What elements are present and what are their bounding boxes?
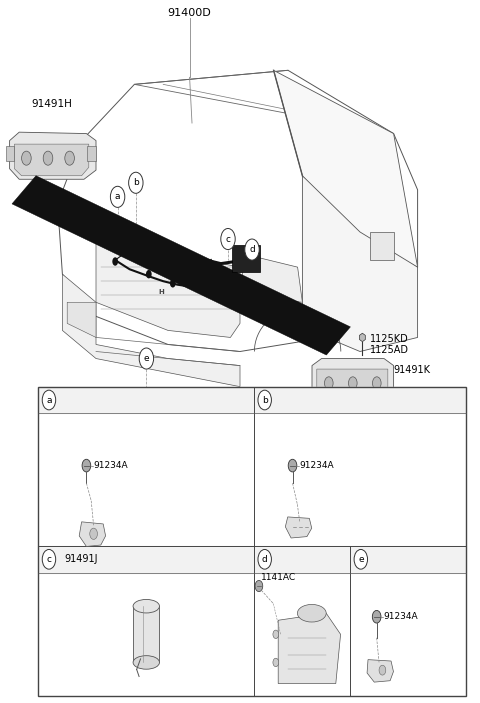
Text: b: b <box>262 396 267 404</box>
Text: 1141AC: 1141AC <box>261 573 297 582</box>
Text: 91234A: 91234A <box>384 612 419 621</box>
Circle shape <box>42 550 56 569</box>
Polygon shape <box>10 132 96 179</box>
Circle shape <box>348 377 357 389</box>
Circle shape <box>199 284 204 292</box>
Circle shape <box>324 377 333 389</box>
FancyBboxPatch shape <box>232 245 260 272</box>
Circle shape <box>221 228 235 250</box>
Text: e: e <box>358 555 364 564</box>
Text: H: H <box>158 289 164 295</box>
Polygon shape <box>285 517 312 538</box>
Polygon shape <box>240 253 302 302</box>
Circle shape <box>129 172 143 193</box>
Polygon shape <box>278 613 341 683</box>
Circle shape <box>82 459 91 472</box>
Text: c: c <box>47 555 51 564</box>
Circle shape <box>273 658 279 666</box>
Polygon shape <box>302 176 418 352</box>
Text: c: c <box>226 235 230 243</box>
Circle shape <box>43 151 53 165</box>
Circle shape <box>22 151 31 165</box>
Polygon shape <box>370 232 394 260</box>
Circle shape <box>112 257 118 266</box>
Circle shape <box>354 550 368 569</box>
Polygon shape <box>62 274 240 387</box>
Polygon shape <box>360 333 365 342</box>
Polygon shape <box>14 144 89 176</box>
Text: a: a <box>115 193 120 201</box>
Text: 1125KD: 1125KD <box>370 334 408 344</box>
Circle shape <box>90 528 97 539</box>
Text: d: d <box>262 555 267 564</box>
Circle shape <box>139 348 154 369</box>
Circle shape <box>170 279 176 288</box>
Text: 91491J: 91491J <box>65 554 98 565</box>
Ellipse shape <box>133 656 159 669</box>
Text: 91491K: 91491K <box>394 365 431 375</box>
Polygon shape <box>96 232 240 337</box>
Polygon shape <box>312 359 394 411</box>
Text: b: b <box>133 179 139 187</box>
Text: e: e <box>144 354 149 363</box>
Text: 91400D: 91400D <box>168 8 212 18</box>
Circle shape <box>146 270 152 278</box>
Polygon shape <box>12 176 350 355</box>
FancyBboxPatch shape <box>133 606 159 662</box>
Text: 91491H: 91491H <box>31 99 72 109</box>
Circle shape <box>372 610 381 623</box>
FancyBboxPatch shape <box>87 146 96 161</box>
Ellipse shape <box>298 605 326 622</box>
Polygon shape <box>274 70 418 267</box>
Circle shape <box>258 390 271 410</box>
Text: 1125AD: 1125AD <box>370 345 408 355</box>
Ellipse shape <box>133 600 159 613</box>
Circle shape <box>42 390 56 410</box>
FancyBboxPatch shape <box>6 146 14 161</box>
Circle shape <box>379 665 386 675</box>
Circle shape <box>288 459 297 472</box>
Polygon shape <box>317 369 388 406</box>
Text: a: a <box>46 396 52 404</box>
Text: 91234A: 91234A <box>300 461 335 470</box>
Circle shape <box>372 377 381 389</box>
Circle shape <box>258 550 271 569</box>
Circle shape <box>255 581 263 592</box>
Circle shape <box>273 630 279 638</box>
Circle shape <box>110 186 125 207</box>
Polygon shape <box>67 302 96 337</box>
Circle shape <box>65 151 74 165</box>
Text: 91234A: 91234A <box>94 461 128 470</box>
Polygon shape <box>79 522 106 546</box>
Polygon shape <box>367 659 394 682</box>
Circle shape <box>245 239 259 260</box>
Text: d: d <box>249 245 255 254</box>
